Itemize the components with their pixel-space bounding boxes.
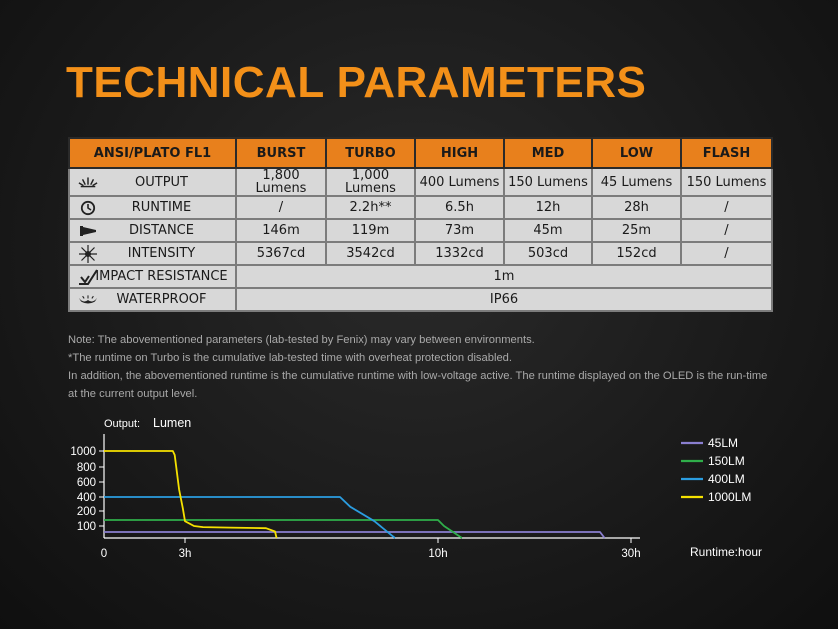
y-tick-label: 800 (77, 462, 96, 474)
x-tick-label: 10h (428, 548, 447, 560)
x-tick-label: 0 (101, 548, 107, 560)
y-tick-label: 200 (77, 506, 96, 518)
cell-distance-flash: / (680, 218, 773, 243)
table-header-row: ANSI/PLATO FL1 BURST TURBO HIGH MED LOW … (68, 137, 773, 169)
impact-drop-icon (78, 268, 98, 285)
cell-output-flash: 150 Lumens (680, 167, 773, 197)
row-label-intensity: INTENSITY (68, 241, 237, 266)
cell-output-med: 150 Lumens (503, 167, 593, 197)
legend-label-400lm: 400LM (708, 472, 745, 486)
cell-intensity-low: 152cd (591, 241, 682, 266)
series-layer (104, 450, 606, 539)
cell-distance-med: 45m (503, 218, 593, 243)
cell-runtime-flash: / (680, 195, 773, 220)
y-tick-label: 100 (77, 521, 96, 533)
ylabel-prefix: Output: (104, 418, 140, 430)
header-low: LOW (591, 137, 682, 169)
table-row-distance: DISTANCE 146m 119m 73m 45m 25m / (68, 218, 773, 243)
table-row-waterproof: WATERPROOF IP66 (68, 287, 773, 312)
cell-waterproof-value: IP66 (235, 287, 773, 312)
water-splash-icon (78, 292, 98, 308)
row-label-impact: IMPACT RESISTANCE (68, 264, 237, 289)
cell-intensity-turbo: 3542cd (325, 241, 416, 266)
cell-output-high: 400 Lumens (414, 167, 505, 197)
parameters-table: ANSI/PLATO FL1 BURST TURBO HIGH MED LOW … (68, 137, 773, 312)
legend: 45LM 150LM 400LM 1000LM (681, 436, 751, 504)
header-flash: FLASH (680, 137, 773, 169)
y-tick-label: 400 (77, 492, 96, 504)
beam-distance-icon (78, 223, 98, 239)
legend-label-45lm: 45LM (708, 436, 738, 450)
row-label-runtime: RUNTIME (68, 195, 237, 220)
x-tick-label: 30h (621, 548, 640, 560)
series-line-1000lm (104, 450, 278, 539)
cell-impact-value: 1m (235, 264, 773, 289)
y-tick-label: 1000 (70, 446, 96, 458)
waterproof-label: WATERPROOF (116, 292, 207, 307)
cell-output-burst: 1,800 Lumens (235, 167, 327, 197)
cell-runtime-high: 6.5h (414, 195, 505, 220)
cell-intensity-burst: 5367cd (235, 241, 327, 266)
runtime-chart: Output: Lumen Runtime:hour 100 200 400 600 8… (70, 416, 762, 560)
notes-block: Note: The abovementioned parameters (lab… (68, 331, 774, 403)
row-label-waterproof: WATERPROOF (68, 287, 237, 312)
cell-distance-low: 25m (591, 218, 682, 243)
intensity-label: INTENSITY (127, 246, 196, 261)
series-line-400lm (104, 496, 396, 539)
legend-label-1000lm: 1000LM (708, 490, 751, 504)
header-med: MED (503, 137, 593, 169)
x-tick-label: 3h (179, 548, 192, 560)
cell-output-turbo: 1,000 Lumens (325, 167, 416, 197)
xlabel: Runtime:hour (690, 545, 762, 559)
cell-distance-burst: 146m (235, 218, 327, 243)
cell-distance-turbo: 119m (325, 218, 416, 243)
table-row-impact: IMPACT RESISTANCE 1m (68, 264, 773, 289)
cell-output-low: 45 Lumens (591, 167, 682, 197)
header-high: HIGH (414, 137, 505, 169)
note-line-2: *The runtime on Turbo is the cumulative … (68, 352, 513, 364)
y-tick-label: 600 (77, 477, 96, 489)
table-row-intensity: INTENSITY 5367cd 3542cd 1332cd 503cd 152… (68, 241, 773, 266)
axis-layer: 100 200 400 600 800 1000 0 3h 10h 30h (70, 434, 641, 560)
cell-intensity-high: 1332cd (414, 241, 505, 266)
impact-label: IMPACT RESISTANCE (95, 269, 228, 284)
series-line-45lm (104, 531, 606, 539)
cell-runtime-burst: / (235, 195, 327, 220)
series-line-150lm (104, 519, 463, 539)
output-rays-icon (78, 174, 98, 190)
row-label-output: OUTPUT (68, 167, 237, 197)
runtime-label: RUNTIME (131, 200, 192, 215)
table-row-output: OUTPUT 1,800 Lumens 1,000 Lumens 400 Lum… (68, 167, 773, 197)
intensity-burst-icon (78, 244, 98, 263)
row-label-distance: DISTANCE (68, 218, 237, 243)
legend-label-150lm: 150LM (708, 454, 745, 468)
ylabel: Lumen (153, 416, 191, 430)
header-standard: ANSI/PLATO FL1 (68, 137, 237, 169)
page-title: TECHNICAL PARAMETERS (66, 58, 647, 107)
cell-distance-high: 73m (414, 218, 505, 243)
distance-label: DISTANCE (129, 223, 194, 238)
cell-intensity-med: 503cd (503, 241, 593, 266)
cell-runtime-turbo: 2.2h** (325, 195, 416, 220)
output-label: OUTPUT (135, 174, 188, 190)
note-line-1: Note: The abovementioned parameters (lab… (68, 334, 535, 346)
table-row-runtime: RUNTIME / 2.2h** 6.5h 12h 28h / (68, 195, 773, 220)
cell-intensity-flash: / (680, 241, 773, 266)
header-burst: BURST (235, 137, 327, 169)
cell-runtime-med: 12h (503, 195, 593, 220)
cell-runtime-low: 28h (591, 195, 682, 220)
header-turbo: TURBO (325, 137, 416, 169)
note-line-3: In addition, the abovementioned runtime … (68, 370, 768, 400)
clock-icon (78, 200, 98, 216)
